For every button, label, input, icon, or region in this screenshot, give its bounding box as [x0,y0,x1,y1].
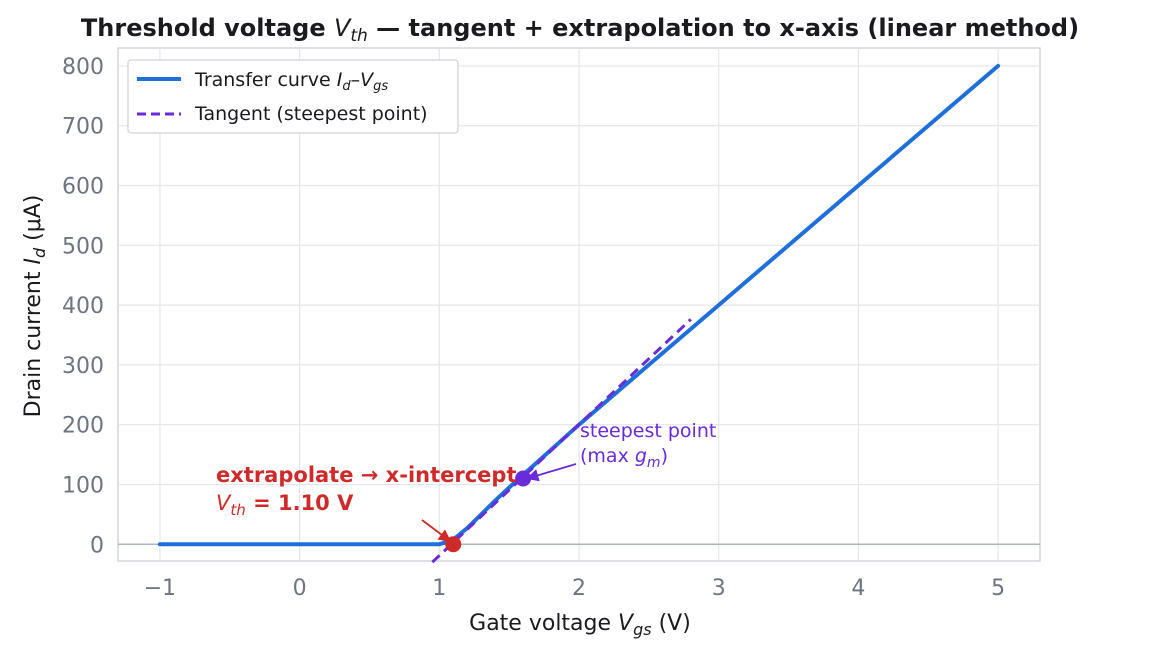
x-tick-label: 1 [432,576,446,601]
x-tick-label: 2 [572,576,586,601]
vth-arrow [421,519,452,543]
points-layer [445,470,532,553]
transfer-curve-line [157,63,1001,547]
x-tick-label: 5 [991,576,1005,601]
y-tick-label: 300 [62,354,104,379]
legend-label-transfer-curve: Transfer curve Id–Vgs [194,69,388,94]
extrapolate-annotation-line1: extrapolate → x-intercept [216,463,517,487]
y-tick-label: 0 [90,533,104,558]
x-tick-label: −1 [144,576,176,601]
steepest-arrow [525,463,577,482]
legend-label-tangent: Tangent (steepest point) [194,103,428,125]
steepest-annotation-line1: steepest point [580,420,716,442]
series-layer [157,63,1001,564]
x-tick-labels: −1 0 1 2 3 4 5 [144,576,1005,601]
y-tick-label: 700 [62,115,104,140]
arrow-layer [421,463,577,543]
y-tick-label: 500 [62,234,104,259]
y-axis-label: Drain current Id (μA) [21,195,49,418]
steepest-point [515,470,532,487]
chart-title: Threshold voltage Vth — tangent + extrap… [81,14,1079,46]
x-tick-label: 0 [293,576,307,601]
y-tick-label: 800 [62,55,104,80]
x-tick-label: 3 [712,576,726,601]
steepest-annotation-line2: (max gm) [580,445,668,471]
y-tick-label: 600 [62,175,104,200]
vth-point [445,536,462,553]
y-tick-label: 400 [62,294,104,319]
tangent-line [431,318,692,564]
x-axis-label: Gate voltage Vgs (V) [469,611,691,639]
y-tick-label: 100 [62,473,104,498]
y-tick-labels: 0 100 200 300 400 500 600 700 800 [62,55,104,558]
legend-box [127,59,459,134]
x-tick-label: 4 [851,576,865,601]
extrapolate-annotation-line2: Vth = 1.10 V [216,491,354,519]
y-tick-label: 200 [62,414,104,439]
legend: Transfer curve Id–Vgs Tangent (steepest … [127,59,459,134]
